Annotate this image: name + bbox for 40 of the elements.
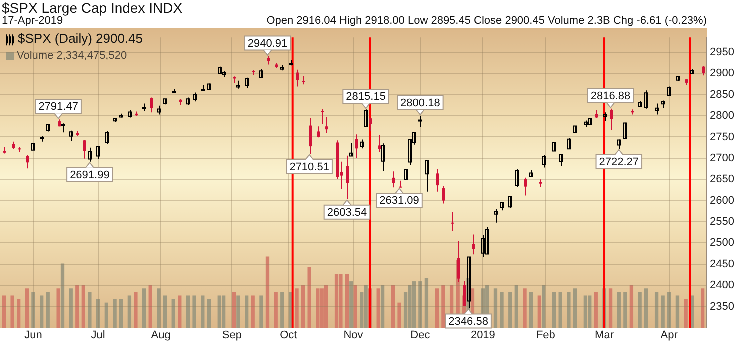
y-tick-label: 2600 <box>710 194 734 207</box>
annotation: 2603.54 <box>327 206 368 219</box>
annotation: 2800.18 <box>400 97 440 110</box>
y-tick-label: 2650 <box>710 174 734 186</box>
legend-label: Volume 2,334,475,520 <box>17 50 128 62</box>
x-tick-label: Mar <box>595 330 614 342</box>
legend-label: $SPX (Daily) 2900.45 <box>18 31 144 46</box>
x-tick-label: Sep <box>222 330 242 342</box>
x-tick-label: Oct <box>280 330 298 342</box>
x-tick-label: Apr <box>660 330 678 342</box>
y-tick-label: 2400 <box>710 280 734 292</box>
x-tick-label: Nov <box>344 330 364 342</box>
y-tick-label: 2550 <box>710 216 734 228</box>
annotation: 2815.15 <box>346 91 386 104</box>
chart-subtitle: 17-Apr-2019 <box>2 15 64 27</box>
annotation: 2346.58 <box>448 316 488 328</box>
chart-title: $SPX Large Cap Index INDX <box>2 0 183 16</box>
annotation: 2791.47 <box>38 101 78 114</box>
x-tick-label: Jul <box>91 330 106 342</box>
annotation: 2940.91 <box>248 38 288 50</box>
y-tick-label: 2950 <box>710 46 734 58</box>
annotation: 2722.27 <box>599 156 640 169</box>
text: Open 2916.04 High 2918.00 Low 2895.45 Close 2900.45 Volume 2.3B Chg -6.61 (-0.23%) <box>266 15 707 27</box>
y-tick-label: 2850 <box>710 88 734 101</box>
annotation: 2816.88 <box>590 90 631 102</box>
annotation: 2691.99 <box>70 169 110 182</box>
y-tick-label: 2350 <box>710 300 734 313</box>
y-tick-label: 2900 <box>710 68 734 80</box>
annotation: 2710.51 <box>290 162 330 174</box>
annotation: 2631.09 <box>380 195 420 208</box>
y-tick-label: 2700 <box>710 152 734 164</box>
y-tick-label: 2450 <box>710 258 734 270</box>
x-tick-label: Aug <box>151 330 171 342</box>
x-tick-label: Feb <box>536 330 556 342</box>
x-tick-label: 2019 <box>470 330 496 342</box>
x-tick-label: Jun <box>24 330 42 342</box>
y-tick-label: 2750 <box>710 131 734 144</box>
x-tick-label: Dec <box>410 330 431 342</box>
y-tick-label: 2500 <box>710 237 734 250</box>
y-tick-label: 2800 <box>710 110 734 122</box>
